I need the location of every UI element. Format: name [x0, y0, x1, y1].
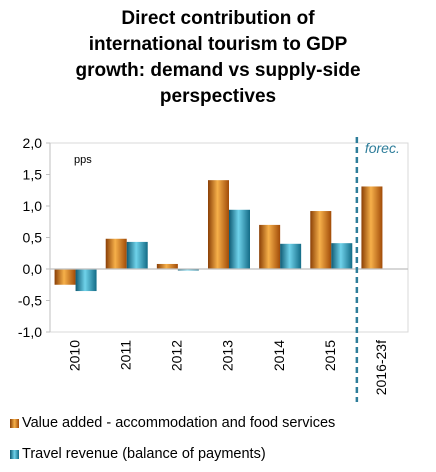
bar-value-added-2015	[310, 211, 332, 269]
y-tick-label: -0,5	[18, 293, 42, 309]
chart-title-line-1: Direct contribution of	[121, 8, 315, 29]
x-tick-label: 2011	[117, 340, 133, 370]
bar-travel-revenue-2012	[177, 269, 199, 271]
x-tick-label: 2010	[66, 340, 82, 371]
unit-label: pps	[74, 154, 92, 166]
legend-label-value-added: Value added - accommodation and food ser…	[22, 415, 336, 431]
x-tick-label: 2013	[220, 340, 236, 371]
forecast-label: forec.	[365, 140, 400, 156]
x-tick-label: 2014	[271, 340, 287, 371]
bar-travel-revenue-2011	[126, 241, 148, 269]
legend-item-value-added: Value added - accommodation and food ser…	[10, 415, 335, 431]
bar-travel-revenue-2013	[229, 209, 250, 269]
y-tick-label: 0,0	[23, 261, 43, 277]
legend-label-travel-revenue: Travel revenue (balance of payments)	[22, 446, 266, 462]
x-tick-label: 2012	[169, 340, 185, 371]
y-tick-label: 0,5	[23, 230, 43, 246]
chart-title-line-3: growth: demand vs supply-side	[75, 60, 361, 81]
bar-travel-revenue-2014	[280, 243, 302, 269]
bar-value-added-2012	[156, 263, 178, 269]
chart-title-line-2: international tourism to GDP	[88, 34, 348, 55]
y-tick-label: -1,0	[18, 324, 42, 340]
x-axis: 2010 2011 2012 2013 2014 2015 2016-23f	[50, 268, 408, 395]
y-tick-label: 1,5	[23, 167, 43, 183]
x-tick-label: 2016-23f	[373, 340, 389, 395]
legend-item-travel-revenue: Travel revenue (balance of payments)	[10, 446, 266, 462]
bar-value-added-2016-23f	[361, 186, 383, 269]
bar-travel-revenue-2010	[75, 269, 97, 292]
bar-travel-revenue-2015	[331, 243, 353, 269]
y-tick-label: 2,0	[23, 135, 43, 151]
bar-value-added-2014	[259, 224, 281, 269]
chart-title: Direct contribution of international tou…	[0, 6, 436, 110]
bar-value-added-2011	[105, 238, 127, 269]
legend-swatch-blue	[10, 449, 19, 459]
x-tick-label: 2015	[322, 340, 338, 371]
bars-group	[54, 180, 383, 292]
y-tick-label: 1,0	[23, 198, 43, 214]
chart-title-line-4: perspectives	[159, 86, 277, 107]
bar-value-added-2010	[54, 269, 76, 285]
y-axis: -1,0 -0,5 0,0 0,5 1,0 1,5 2,0 pps	[18, 135, 92, 340]
bar-value-added-2013	[208, 180, 229, 269]
legend-swatch-orange	[10, 418, 19, 428]
annotations: forec.	[355, 137, 400, 402]
